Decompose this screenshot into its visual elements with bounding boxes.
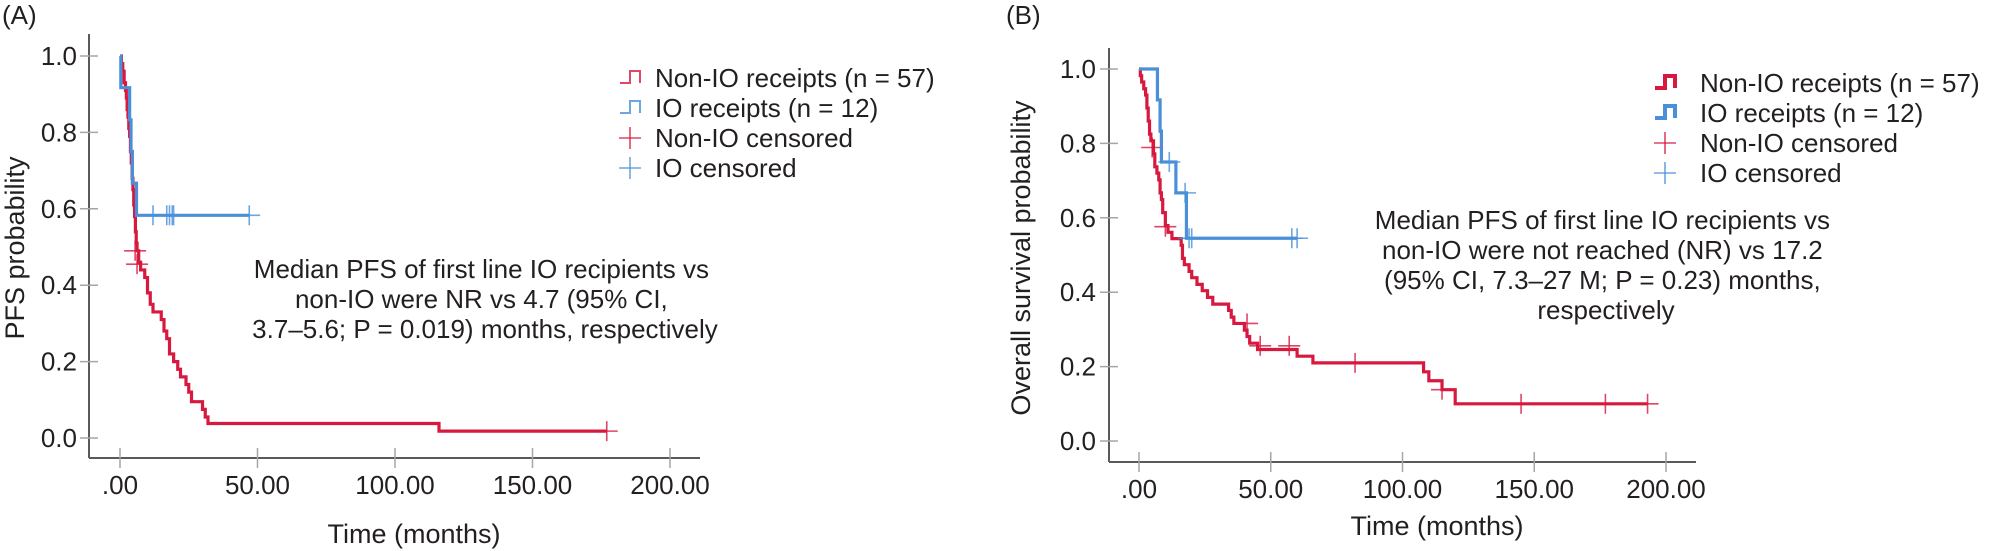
legend-item: IO receipts (n = 12) xyxy=(620,93,878,123)
non-io-survival-curve xyxy=(119,54,607,433)
y-tick-label: 0.6 xyxy=(41,194,77,224)
x-tick-label: 150.00 xyxy=(493,470,573,500)
annotation-line: respectively xyxy=(1537,295,1674,325)
non-io-censor-mark xyxy=(124,240,147,261)
x-tick-label: 200.00 xyxy=(630,470,710,500)
annotation-line: non-IO were not reached (NR) vs 17.2 xyxy=(1382,235,1823,265)
legend-label: Non-IO censored xyxy=(1700,128,1898,158)
x-tick-label: 100.00 xyxy=(1363,474,1443,504)
annotation-line: non-IO were NR vs 4.7 (95% CI, xyxy=(295,284,668,314)
legend-item: IO receipts (n = 12) xyxy=(1655,98,1923,128)
plot-area: 0.0 0.2 0.4 0.6 0.8 1.0 .00 50.00 100.00 150.00 20… xyxy=(41,34,710,500)
io-censor-mark xyxy=(1180,228,1203,249)
legend-label: IO receipts (n = 12) xyxy=(655,93,878,123)
x-axis-title: Time (months) xyxy=(327,519,500,549)
io-censor-mark xyxy=(1286,228,1309,249)
io-censor-mark xyxy=(162,205,185,226)
x-axis-title: Time (months) xyxy=(1350,511,1523,541)
legend-label: Non-IO receipts (n = 57) xyxy=(1700,68,1980,98)
legend-item: Non-IO receipts (n = 57) xyxy=(620,63,935,93)
non-io-censor-mark xyxy=(1141,137,1164,158)
y-tick-label: 0.4 xyxy=(1060,277,1096,307)
y-tick-label: 0.6 xyxy=(1060,203,1096,233)
legend-item: Non-IO receipts (n = 57) xyxy=(1655,68,1980,98)
x-tick-label: 50.00 xyxy=(1238,474,1303,504)
annotation-line: Median PFS of first line IO recipients v… xyxy=(254,254,709,284)
y-tick-label: 0.2 xyxy=(1060,352,1096,382)
y-tick-label: 0.8 xyxy=(41,117,77,147)
non-io-censor-mark xyxy=(1510,393,1533,414)
y-tick-label: 0.8 xyxy=(1060,128,1096,158)
legend-label: IO censored xyxy=(1700,158,1842,188)
legend-label: IO censored xyxy=(655,153,797,183)
non-io-censor-mark xyxy=(1431,379,1454,400)
non-io-censor-mark xyxy=(1249,335,1272,356)
non-io-censor-mark xyxy=(1636,393,1659,414)
legend-label: IO receipts (n = 12) xyxy=(1700,98,1923,128)
x-tick-label: 200.00 xyxy=(1626,474,1706,504)
io-censor-mark xyxy=(238,205,261,226)
legend-item: Non-IO censored xyxy=(619,123,853,153)
x-tick-label: .00 xyxy=(102,470,138,500)
x-tick-label: 100.00 xyxy=(355,470,435,500)
annotation-line: (95% CI, 7.3–27 M; P = 0.23) months, xyxy=(1384,265,1821,295)
non-io-censor-mark xyxy=(1278,335,1301,356)
y-tick-label: 0.2 xyxy=(41,347,77,377)
x-tick-label: 150.00 xyxy=(1494,474,1574,504)
io-survival-curve xyxy=(119,54,250,217)
non-io-censor-mark xyxy=(1344,352,1367,373)
io-step-legend-icon xyxy=(620,100,641,114)
io-survival-curve xyxy=(1139,67,1298,240)
legend-item: Non-IO censored xyxy=(1654,128,1898,158)
median-annotation: Median PFS of first line IO recipients v… xyxy=(252,254,718,344)
legend-item: IO censored xyxy=(1654,158,1842,188)
legend-label: Non-IO censored xyxy=(655,123,853,153)
panel-label: (B) xyxy=(1006,0,1041,30)
x-tick-label: .00 xyxy=(1121,474,1157,504)
annotation-line: Median PFS of first line IO recipients v… xyxy=(1375,205,1830,235)
annotation-line: 3.7–5.6; P = 0.019) months, respectively xyxy=(252,314,718,344)
non-io-censor-mark xyxy=(1236,313,1259,334)
y-tick-label: 0.4 xyxy=(41,270,77,300)
y-tick-label: 0.0 xyxy=(41,423,77,453)
y-tick-label: 1.0 xyxy=(41,41,77,71)
panel-b: (B) 0.0 0.2 0.4 0.6 0.8 1.0 .00 50.00 100.00 150.… xyxy=(1006,0,1980,541)
non-io-censor-mark xyxy=(1594,393,1617,414)
legend: Non-IO receipts (n = 57)IO receipts (n =… xyxy=(619,63,935,183)
y-axis-title: Overall survival probability xyxy=(1006,100,1036,416)
non-io-censor-mark xyxy=(595,421,618,442)
non-io-censor-mark xyxy=(126,254,149,275)
io-step-legend-icon xyxy=(1655,104,1677,120)
y-axis-title: PFS probability xyxy=(0,156,30,340)
legend-label: Non-IO receipts (n = 57) xyxy=(655,63,935,93)
median-annotation: Median PFS of first line IO recipients v… xyxy=(1375,205,1837,325)
legend-item: IO censored xyxy=(619,153,797,183)
y-tick-label: 0.0 xyxy=(1060,426,1096,456)
x-tick-label: 50.00 xyxy=(225,470,290,500)
io-censor-mark xyxy=(1158,152,1181,172)
io-censor-mark xyxy=(1174,182,1197,203)
panel-a: (A) 0.0 0.2 0.4 0.6 0.8 1.0 .00 50.00 100.00 150.… xyxy=(0,0,935,549)
panel-label: (A) xyxy=(2,0,37,30)
non-io-censor-mark xyxy=(1154,216,1177,237)
non-io-step-legend-icon xyxy=(620,70,641,84)
plot-area: 0.0 0.2 0.4 0.6 0.8 1.0 .00 50.00 100.00 150.00 20… xyxy=(1060,48,1706,504)
legend: Non-IO receipts (n = 57)IO receipts (n =… xyxy=(1654,68,1980,188)
non-io-step-legend-icon xyxy=(1655,74,1677,90)
y-tick-label: 1.0 xyxy=(1060,54,1096,84)
